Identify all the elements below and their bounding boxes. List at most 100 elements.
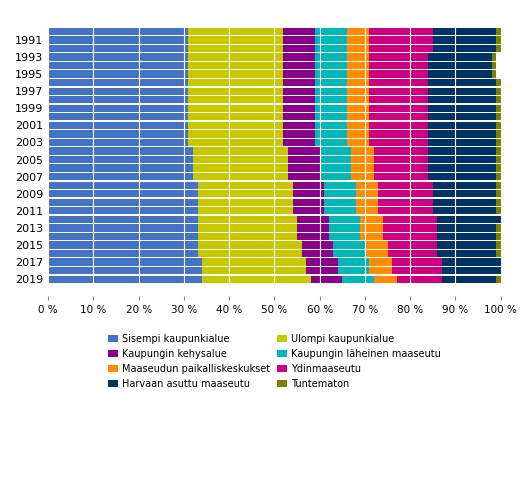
Bar [48,156,193,163]
Bar [501,216,505,223]
Bar [496,88,501,95]
Bar [311,276,342,283]
Bar [338,258,369,266]
Bar [378,199,433,206]
Bar [347,62,369,69]
Bar [428,105,496,112]
Bar [496,199,501,206]
Bar [442,267,501,274]
Bar [433,45,496,52]
Bar [496,28,501,35]
Bar [284,105,315,112]
Bar [288,164,320,172]
Bar [392,267,442,274]
Bar [347,96,369,103]
Bar [347,36,369,43]
Bar [48,207,197,214]
Bar [378,182,433,189]
Bar [48,173,193,180]
Bar [315,45,347,52]
Bar [428,173,496,180]
Bar [197,216,297,223]
Bar [193,164,288,172]
Bar [315,96,347,103]
Bar [492,62,496,69]
Bar [48,276,202,283]
Bar [383,233,437,240]
Bar [315,36,347,43]
Bar [351,173,374,180]
Bar [188,45,284,52]
Bar [369,45,433,52]
Bar [48,250,197,257]
Bar [496,164,501,172]
Bar [197,241,302,249]
Bar [428,79,496,86]
Bar [320,164,351,172]
Bar [284,70,315,78]
Bar [369,62,428,69]
Bar [383,224,437,231]
Bar [48,62,188,69]
Legend: Sisempi kaupunkialue, Kaupungin kehysalue, Maaseudun paikalliskeskukset, Harvaan: Sisempi kaupunkialue, Kaupungin kehysalu… [108,334,441,388]
Bar [284,113,315,120]
Bar [442,276,496,283]
Bar [347,130,369,137]
Bar [297,216,329,223]
Bar [48,139,188,146]
Bar [347,79,369,86]
Bar [369,267,392,274]
Bar [360,216,383,223]
Bar [347,139,369,146]
Bar [428,130,496,137]
Bar [197,190,293,197]
Bar [392,258,442,266]
Bar [347,88,369,95]
Bar [374,156,428,163]
Bar [48,216,197,223]
Bar [387,250,437,257]
Bar [293,182,324,189]
Bar [193,156,288,163]
Bar [293,190,324,197]
Bar [496,105,501,112]
Bar [369,96,428,103]
Bar [496,113,501,120]
Bar [48,36,188,43]
Bar [48,45,188,52]
Bar [315,28,347,35]
Bar [48,88,188,95]
Bar [496,233,501,240]
Bar [365,241,387,249]
Bar [333,250,365,257]
Bar [369,54,428,61]
Bar [188,62,284,69]
Bar [374,276,396,283]
Bar [496,130,501,137]
Bar [369,130,428,137]
Bar [492,54,496,61]
Bar [433,199,496,206]
Bar [442,258,501,266]
Bar [437,233,496,240]
Bar [374,164,428,172]
Bar [193,173,288,180]
Bar [202,258,306,266]
Bar [48,241,197,249]
Bar [428,122,496,129]
Bar [197,199,293,206]
Bar [433,36,496,43]
Bar [496,45,501,52]
Bar [496,79,501,86]
Bar [428,113,496,120]
Bar [188,88,284,95]
Bar [347,45,369,52]
Bar [297,224,329,231]
Bar [383,216,437,223]
Bar [369,258,392,266]
Bar [284,62,315,69]
Bar [284,96,315,103]
Bar [369,105,428,112]
Bar [378,190,433,197]
Bar [437,216,501,223]
